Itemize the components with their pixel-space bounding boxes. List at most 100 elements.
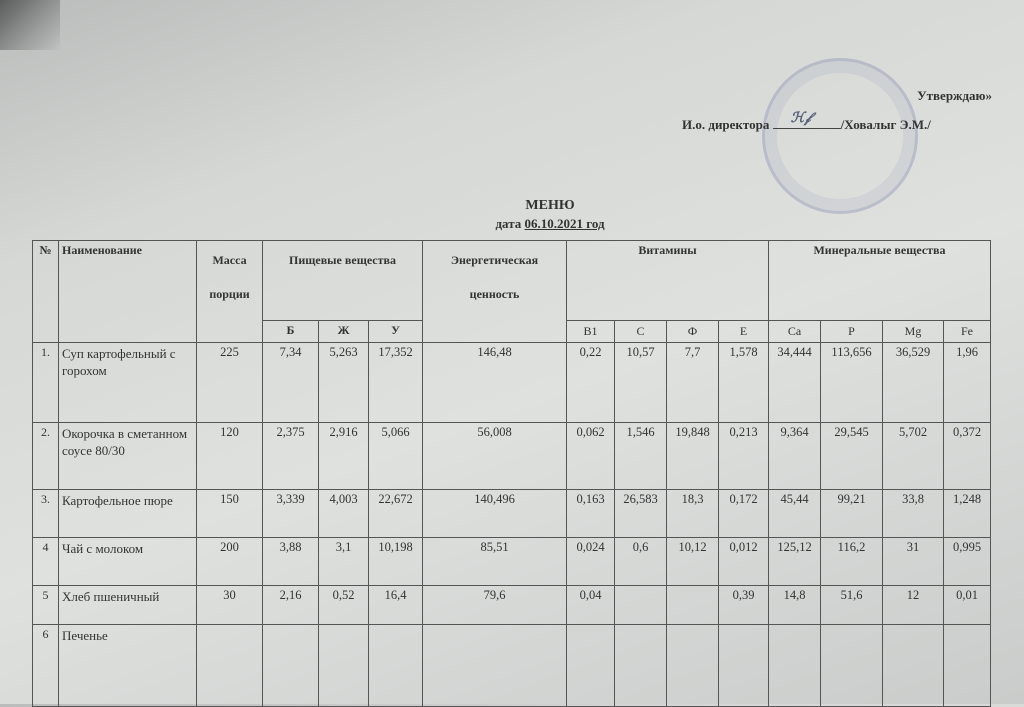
dish-name: Окорочка в сметанном соусе 80/30 — [58, 422, 197, 490]
subheader-u: У — [368, 320, 423, 343]
table-cell — [718, 624, 769, 707]
table-cell: 18,3 — [666, 489, 719, 538]
row-number: 1. — [32, 342, 59, 423]
table-cell: 3,1 — [318, 537, 369, 586]
table-cell: 10,198 — [368, 537, 423, 586]
table-cell: 33,8 — [882, 489, 944, 538]
table-cell — [262, 624, 319, 707]
table-cell — [368, 624, 423, 707]
table-cell: 0,01 — [943, 585, 991, 625]
table-cell: 45,44 — [768, 489, 821, 538]
table-cell: 0,172 — [718, 489, 769, 538]
table-cell: 0,372 — [943, 422, 991, 490]
table-row: 2. Окорочка в сметанном соусе 80/30 120 2,3… — [32, 422, 991, 490]
table-cell: 34,444 — [768, 342, 821, 423]
table-cell — [614, 585, 667, 625]
menu-table: № Наименование Масса порции Пищевые веще… — [32, 240, 991, 707]
table-cell: 0,024 — [566, 537, 615, 586]
subheader-p: P — [820, 320, 883, 343]
table-row: 4 Чай с молоком 200 3,88 3,1 10,198 85,51 0,024… — [32, 537, 991, 586]
table-cell: 99,21 — [820, 489, 883, 538]
table-cell — [768, 624, 821, 707]
official-stamp — [762, 58, 918, 214]
table-cell: 2,375 — [262, 422, 319, 490]
table-cell: 7,7 — [666, 342, 719, 423]
subheader-mg: Mg — [882, 320, 944, 343]
table-cell — [318, 624, 369, 707]
table-cell: 30 — [196, 585, 263, 625]
table-cell: 1,248 — [943, 489, 991, 538]
table-row: 3. Картофельное пюре 150 3,339 4,003 22,672 14… — [32, 489, 991, 538]
table-cell: 10,12 — [666, 537, 719, 586]
header-vitamins: Витамины — [566, 240, 769, 321]
table-cell — [196, 624, 263, 707]
table-cell: 0,062 — [566, 422, 615, 490]
table-cell: 14,8 — [768, 585, 821, 625]
subheader-b1: B1 — [566, 320, 615, 343]
table-cell: 0,52 — [318, 585, 369, 625]
subheader-e: E — [718, 320, 769, 343]
subheader-fe: Fe — [943, 320, 991, 343]
header-nutrients: Пищевые вещества — [262, 240, 423, 321]
table-cell: 5,263 — [318, 342, 369, 423]
table-cell: 0,04 — [566, 585, 615, 625]
table-cell: 150 — [196, 489, 263, 538]
dish-name: Печенье — [58, 624, 197, 707]
table-cell: 0,6 — [614, 537, 667, 586]
table-cell — [566, 624, 615, 707]
table-cell: 4,003 — [318, 489, 369, 538]
table-cell: 120 — [196, 422, 263, 490]
table-cell: 0,22 — [566, 342, 615, 423]
table-cell: 146,48 — [422, 342, 567, 423]
row-number: 6 — [32, 624, 59, 707]
table-cell: 1,578 — [718, 342, 769, 423]
table-cell: 200 — [196, 537, 263, 586]
signature-line: ℋ𝒻 — [772, 111, 841, 129]
director-signature-line: И.о. директора ℋ𝒻/Ховалыг Э.М./ — [682, 111, 931, 133]
subheader-row: Б Ж У B1 C Ф E Ca P Mg Fe — [33, 320, 991, 343]
subheader-ca: Ca — [768, 320, 821, 343]
table-cell — [666, 624, 719, 707]
table-cell: 19,848 — [666, 422, 719, 490]
header-minerals: Минеральные вещества — [768, 240, 991, 321]
row-number: 4 — [32, 537, 59, 586]
table-cell: 0,213 — [718, 422, 769, 490]
table-cell: 1,546 — [614, 422, 667, 490]
table-cell: 0,012 — [718, 537, 769, 586]
dish-name: Чай с молоком — [58, 537, 197, 586]
subheader-c: C — [614, 320, 667, 343]
table-cell: 26,583 — [614, 489, 667, 538]
table-row: 6 Печенье — [32, 624, 991, 707]
dish-name: Хлеб пшеничный — [58, 585, 197, 625]
approval-label: Утверждаю» — [917, 88, 992, 103]
header-energy: Энергетическая ценность — [422, 240, 567, 343]
handwritten-signature: ℋ𝒻 — [790, 111, 811, 126]
date-value: 06.10.2021 год — [524, 216, 605, 231]
header-name: Наименование — [58, 240, 197, 343]
header-num: № — [32, 240, 59, 343]
table-cell: 225 — [196, 342, 263, 423]
table-cell: 12 — [882, 585, 944, 625]
date-prefix: дата — [495, 216, 522, 231]
table-cell: 113,656 — [820, 342, 883, 423]
table-cell: 0,39 — [718, 585, 769, 625]
table-cell: 116,2 — [820, 537, 883, 586]
table-cell: 51,6 — [820, 585, 883, 625]
document-title: МЕНЮ — [525, 198, 575, 213]
header-mass: Масса порции — [196, 240, 263, 343]
table-row: 5 Хлеб пшеничный 30 2,16 0,52 16,4 79,6 0,04 0,3… — [32, 585, 991, 625]
table-cell — [882, 624, 944, 707]
subheader-f: Ф — [666, 320, 719, 343]
table-cell — [943, 624, 991, 707]
table-cell: 16,4 — [368, 585, 423, 625]
row-number: 2. — [32, 422, 59, 490]
table-cell: 140,496 — [422, 489, 567, 538]
table-cell — [614, 624, 667, 707]
table-cell — [820, 624, 883, 707]
row-number: 5 — [32, 585, 59, 625]
table-cell: 0,995 — [943, 537, 991, 586]
document-date: дата 06.10.2021 год — [0, 216, 1024, 232]
table-cell: 9,364 — [768, 422, 821, 490]
table-cell: 125,12 — [768, 537, 821, 586]
table-cell: 10,57 — [614, 342, 667, 423]
